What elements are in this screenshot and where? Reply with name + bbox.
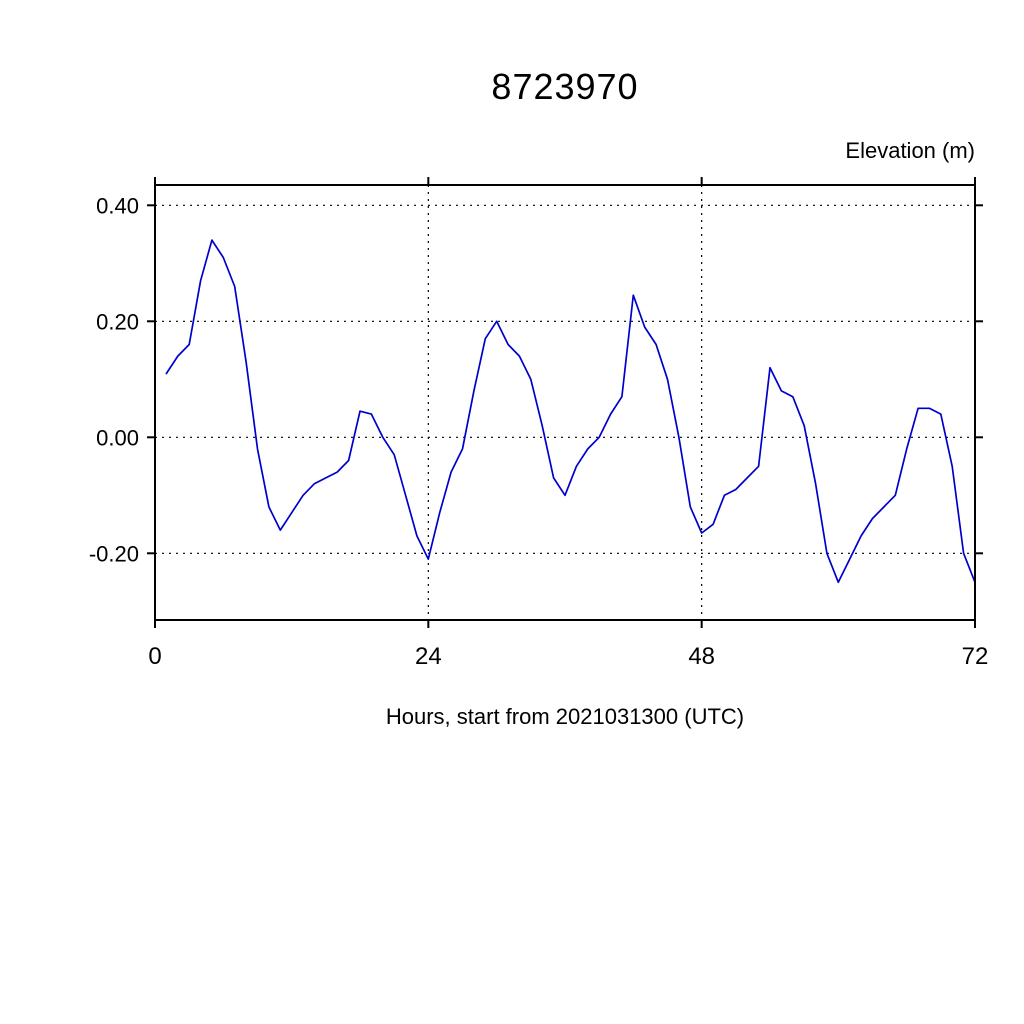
- y-tick-label: 0.00: [96, 425, 139, 450]
- x-tick-label: 48: [688, 643, 715, 670]
- y-tick-label: 0.40: [96, 193, 139, 218]
- y-tick-label: 0.20: [96, 309, 139, 334]
- x-axis-title: Hours, start from 2021031300 (UTC): [385, 704, 745, 729]
- plot-frame: [154, 184, 976, 621]
- tick-label-layer: 0 24 48 72 0.40 0.20 0.00 -0.20: [89, 193, 989, 670]
- x-tick-label: 24: [415, 643, 442, 670]
- grid-layer: [155, 185, 975, 620]
- y-axis-title: Elevation (m): [845, 138, 975, 163]
- series-line-elevation: [165, 239, 976, 584]
- axes-layer: [147, 177, 983, 628]
- x-tick-label: 72: [962, 643, 989, 670]
- x-tick-label: 0: [148, 643, 161, 670]
- chart-title: 8723970: [491, 66, 639, 107]
- series-layer: [165, 239, 976, 584]
- y-tick-label: -0.20: [89, 541, 139, 566]
